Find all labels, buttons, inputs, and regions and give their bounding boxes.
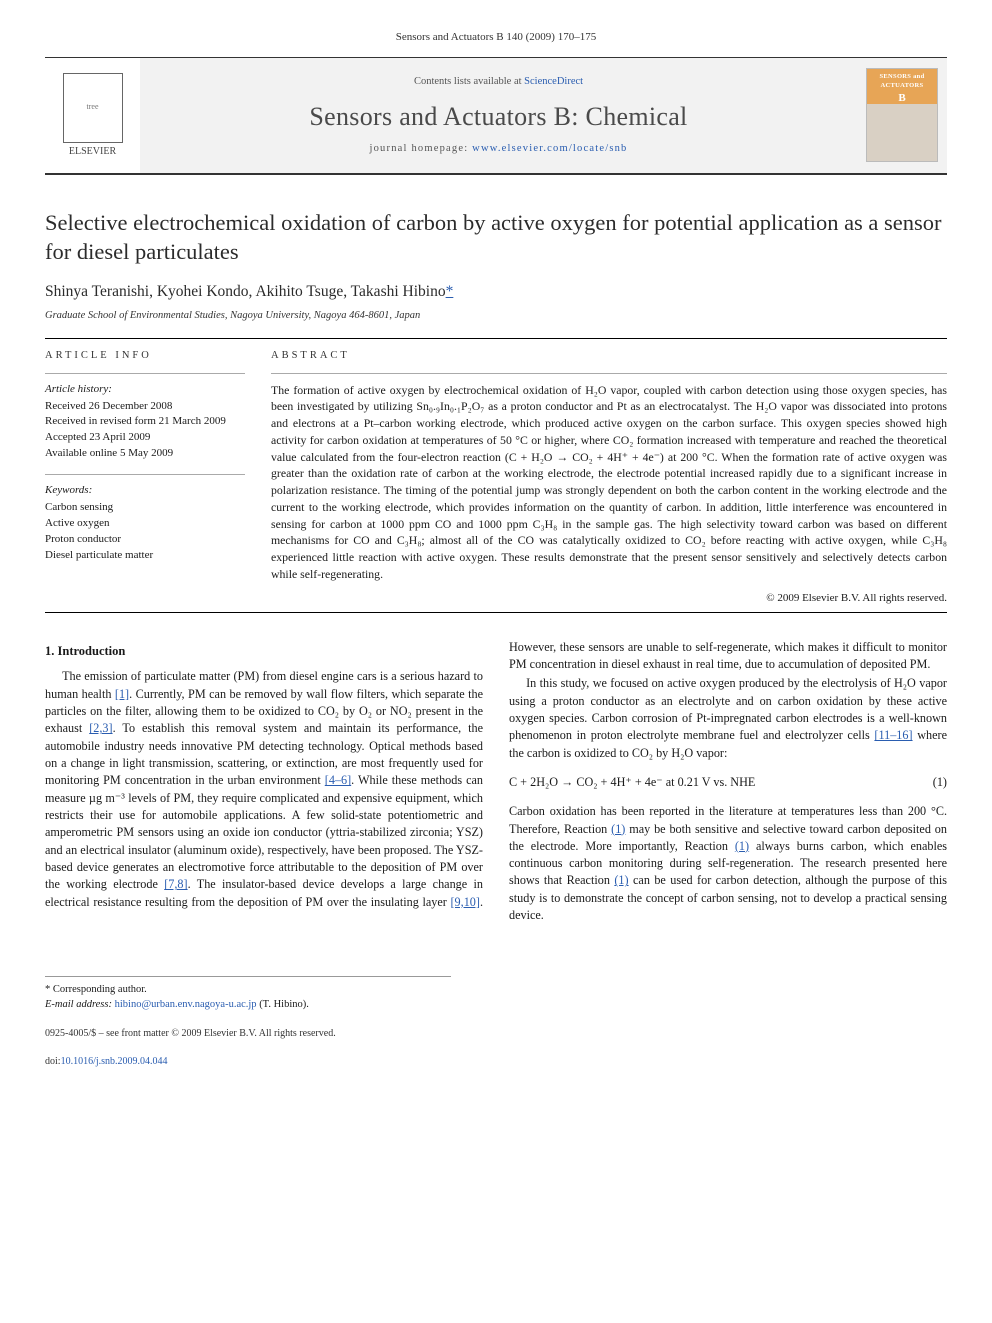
doi-line: doi:10.1016/j.snb.2009.04.044 bbox=[45, 1055, 451, 1069]
abstract-block: ABSTRACT The formation of active oxygen … bbox=[271, 349, 947, 606]
intro-para-2: In this study, we focused on active oxyg… bbox=[509, 675, 947, 762]
keywords-label: Keywords: bbox=[45, 483, 245, 498]
cover-line-2: ACTUATORS bbox=[881, 82, 924, 91]
journal-cover-thumb: SENSORS and ACTUATORS B bbox=[866, 68, 938, 162]
ref-11-16[interactable]: [11–16] bbox=[874, 728, 912, 742]
section-1-heading: 1. Introduction bbox=[45, 643, 483, 661]
sciencedirect-link[interactable]: ScienceDirect bbox=[524, 76, 583, 87]
publisher-logo: tree ELSEVIER bbox=[45, 58, 140, 173]
article-info-block: ARTICLE INFO Article history: Received 2… bbox=[45, 349, 245, 606]
authors-line: Shinya Teranishi, Kyohei Kondo, Akihito … bbox=[45, 282, 947, 303]
equation-1-number: (1) bbox=[933, 774, 947, 791]
keywords-block: Keywords: Carbon sensing Active oxygen P… bbox=[45, 483, 245, 564]
elsevier-tree-icon: tree bbox=[63, 73, 123, 143]
publisher-name: ELSEVIER bbox=[69, 145, 116, 159]
cover-b: B bbox=[898, 91, 905, 106]
issn-line: 0925-4005/$ – see front matter © 2009 El… bbox=[45, 1027, 451, 1041]
article-title: Selective electrochemical oxidation of c… bbox=[45, 209, 947, 267]
intro-para-3: Carbon oxidation has been reported in th… bbox=[509, 803, 947, 924]
abstract-heading: ABSTRACT bbox=[271, 349, 947, 363]
keyword-2: Proton conductor bbox=[45, 532, 245, 548]
doi-link[interactable]: 10.1016/j.snb.2009.04.044 bbox=[61, 1056, 168, 1067]
rule-bottom bbox=[45, 612, 947, 613]
corresponding-author-mark[interactable]: * bbox=[446, 283, 454, 300]
equation-1: C + 2H₂O → CO₂ + 4H⁺ + 4e⁻ at 0.21 V vs.… bbox=[509, 774, 947, 791]
masthead: tree ELSEVIER Contents lists available a… bbox=[45, 57, 947, 175]
running-head: Sensors and Actuators B 140 (2009) 170–1… bbox=[45, 30, 947, 45]
corresponding-email-line: E-mail address: hibino@urban.env.nagoya-… bbox=[45, 998, 451, 1013]
history-line-1: Received in revised form 21 March 2009 bbox=[45, 414, 245, 430]
journal-homepage-line: journal homepage: www.elsevier.com/locat… bbox=[369, 142, 627, 156]
body-columns: 1. Introduction The emission of particul… bbox=[45, 639, 947, 925]
ref-2-3[interactable]: [2,3] bbox=[89, 721, 112, 735]
p1d: . While these methods can measure µg m⁻³… bbox=[45, 773, 483, 891]
masthead-center: Contents lists available at ScienceDirec… bbox=[140, 58, 857, 173]
keyword-1: Active oxygen bbox=[45, 516, 245, 532]
ref-9-10[interactable]: [9,10] bbox=[451, 895, 480, 909]
eqref-1c[interactable]: (1) bbox=[614, 873, 628, 887]
keyword-0: Carbon sensing bbox=[45, 500, 245, 516]
authors-names: Shinya Teranishi, Kyohei Kondo, Akihito … bbox=[45, 283, 446, 300]
ref-1[interactable]: [1] bbox=[115, 687, 129, 701]
article-history-label: Article history: bbox=[45, 382, 245, 397]
meta-row: ARTICLE INFO Article history: Received 2… bbox=[45, 349, 947, 606]
corresponding-label: * Corresponding author. bbox=[45, 983, 451, 998]
email-label: E-mail address: bbox=[45, 999, 115, 1010]
email-who: (T. Hibino). bbox=[257, 999, 309, 1010]
ref-7-8[interactable]: [7,8] bbox=[164, 877, 187, 891]
email-link[interactable]: hibino@urban.env.nagoya-u.ac.jp bbox=[115, 999, 257, 1010]
ref-4-6[interactable]: [4–6] bbox=[325, 773, 351, 787]
homepage-prefix: journal homepage: bbox=[369, 143, 472, 154]
corresponding-footer: * Corresponding author. E-mail address: … bbox=[45, 976, 451, 1068]
journal-homepage-link[interactable]: www.elsevier.com/locate/snb bbox=[472, 143, 627, 154]
history-line-0: Received 26 December 2008 bbox=[45, 399, 245, 415]
rule-inner-1 bbox=[45, 373, 245, 374]
journal-cover-box: SENSORS and ACTUATORS B bbox=[857, 58, 947, 173]
doi-label: doi: bbox=[45, 1056, 61, 1067]
equation-1-body: C + 2H₂O → CO₂ + 4H⁺ + 4e⁻ at 0.21 V vs.… bbox=[509, 774, 755, 791]
abstract-text: The formation of active oxygen by electr… bbox=[271, 382, 947, 583]
contents-prefix: Contents lists available at bbox=[414, 76, 524, 87]
article-history-block: Article history: Received 26 December 20… bbox=[45, 382, 245, 463]
article-info-heading: ARTICLE INFO bbox=[45, 349, 245, 363]
eqref-1a[interactable]: (1) bbox=[611, 822, 625, 836]
keyword-3: Diesel particulate matter bbox=[45, 548, 245, 564]
rule-inner-2 bbox=[45, 474, 245, 475]
rule-top bbox=[45, 338, 947, 339]
abstract-copyright: © 2009 Elsevier B.V. All rights reserved… bbox=[271, 591, 947, 606]
contents-lists-line: Contents lists available at ScienceDirec… bbox=[414, 75, 583, 89]
journal-name: Sensors and Actuators B: Chemical bbox=[309, 99, 687, 134]
affiliation: Graduate School of Environmental Studies… bbox=[45, 309, 947, 323]
eqref-1b[interactable]: (1) bbox=[735, 839, 749, 853]
rule-inner-3 bbox=[271, 373, 947, 374]
cover-line-1: SENSORS and bbox=[879, 73, 924, 82]
history-line-3: Available online 5 May 2009 bbox=[45, 446, 245, 462]
history-line-2: Accepted 23 April 2009 bbox=[45, 430, 245, 446]
